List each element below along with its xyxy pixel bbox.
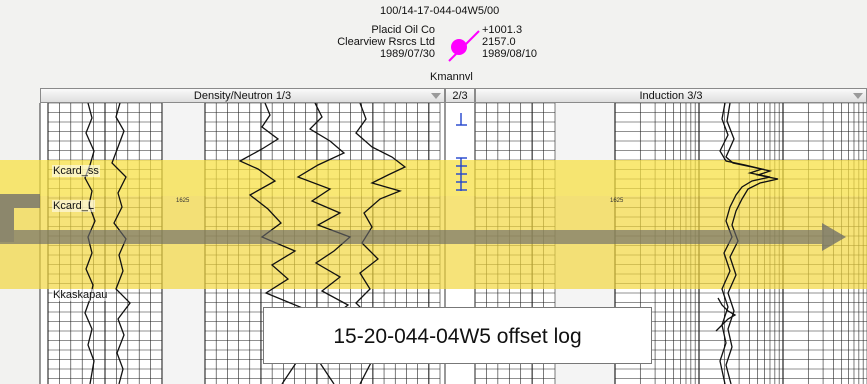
operator-name: Placid Oil Co <box>371 24 435 36</box>
formation-top-kcard-ss: Kcard_ss <box>52 165 100 177</box>
correlation-arrow-icon <box>0 194 846 251</box>
formation-top-kkaskapau: Kkaskapau <box>52 289 109 301</box>
track-header-2[interactable]: 2/3 <box>445 88 475 103</box>
track2-markers <box>456 113 467 191</box>
well-header: 100/14-17-044-04W5/00 Placid Oil Co Clea… <box>0 0 867 88</box>
chevron-down-icon[interactable] <box>431 93 441 99</box>
chevron-down-icon[interactable] <box>853 93 863 99</box>
depth-mark: 1625 <box>610 198 624 204</box>
formation-name: Kmannvl <box>430 71 473 83</box>
total-depth: 2157.0 <box>482 36 516 48</box>
formation-top-kcard-l: Kcard_L <box>52 200 95 212</box>
rig-release-date: 1989/08/10 <box>482 48 538 60</box>
offset-log-caption: 15-20-044-04W5 offset log <box>263 307 652 364</box>
depth-mark: 1625 <box>176 198 190 204</box>
licensee-name: Clearview Rsrcs Ltd <box>337 36 435 48</box>
resistivity-deep <box>719 103 771 384</box>
track-header-induction[interactable]: Induction 3/3 <box>475 88 867 103</box>
induction-spike <box>715 297 737 332</box>
track-label: Density/Neutron 1/3 <box>193 90 292 102</box>
highlight-band-kcard-ss <box>0 160 867 196</box>
kb-elevation: +1001.3 <box>482 24 523 36</box>
well-info-left: Placid Oil Co Clearview Rsrcs Ltd 1989/0… <box>280 24 435 60</box>
track-label: Induction 3/3 <box>639 90 703 102</box>
well-info-right: +1001.3 2157.0 1989/08/10 <box>482 24 537 60</box>
spud-date: 1989/07/30 <box>379 48 435 60</box>
well-symbol-icon <box>448 30 480 62</box>
track-header-density-neutron[interactable]: Density/Neutron 1/3 <box>40 88 445 103</box>
well-id: 100/14-17-044-04W5/00 <box>380 5 500 17</box>
log-display: 1625 1625 <box>0 103 867 384</box>
track-label: 2/3 <box>452 90 468 102</box>
